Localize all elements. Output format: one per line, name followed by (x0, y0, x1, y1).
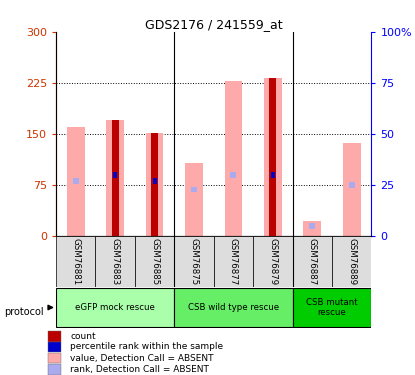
Text: GSM76879: GSM76879 (269, 238, 277, 285)
Bar (270, 172, 276, 178)
Text: CSB wild type rescue: CSB wild type rescue (188, 303, 279, 312)
Bar (174, 236, 214, 287)
Text: GSM76889: GSM76889 (347, 238, 356, 285)
Bar (269, 78, 276, 236)
Text: GSM76883: GSM76883 (111, 238, 120, 285)
Text: CSB mutant
rescue: CSB mutant rescue (306, 298, 358, 317)
Text: count: count (70, 332, 96, 341)
Bar (112, 172, 118, 178)
Bar (135, 236, 174, 287)
Bar (309, 223, 315, 229)
Text: value, Detection Call = ABSENT: value, Detection Call = ABSENT (70, 354, 214, 363)
Bar (153, 178, 156, 184)
Bar (264, 78, 282, 236)
Text: protocol: protocol (4, 307, 44, 317)
Bar (112, 120, 119, 236)
Bar (191, 186, 197, 192)
Text: GSM76885: GSM76885 (150, 238, 159, 285)
Bar (214, 236, 253, 287)
Bar (48, 364, 61, 375)
Text: eGFP mock rescue: eGFP mock rescue (75, 303, 155, 312)
Text: rank, Detection Call = ABSENT: rank, Detection Call = ABSENT (70, 365, 209, 374)
Bar (293, 288, 371, 327)
Bar (174, 288, 293, 327)
Bar (56, 236, 95, 287)
Text: GSM76887: GSM76887 (308, 238, 317, 285)
Bar (253, 236, 293, 287)
Bar (48, 353, 61, 363)
Text: GSM76877: GSM76877 (229, 238, 238, 285)
Bar (95, 236, 135, 287)
Bar (225, 81, 242, 236)
Bar (185, 163, 203, 236)
Text: percentile rank within the sample: percentile rank within the sample (70, 342, 223, 351)
Bar (332, 236, 371, 287)
Bar (151, 133, 158, 236)
Bar (73, 178, 79, 184)
Bar (230, 172, 237, 178)
Bar (48, 332, 61, 342)
Title: GDS2176 / 241559_at: GDS2176 / 241559_at (145, 18, 283, 31)
Bar (106, 120, 124, 236)
Bar (151, 178, 158, 184)
Text: GSM76881: GSM76881 (71, 238, 80, 285)
Bar (56, 288, 174, 327)
Bar (48, 342, 61, 352)
Text: GSM76875: GSM76875 (190, 238, 198, 285)
Bar (293, 236, 332, 287)
Bar (67, 127, 85, 236)
Bar (271, 172, 275, 178)
Bar (349, 182, 355, 188)
Bar (303, 221, 321, 236)
Bar (113, 172, 117, 178)
Bar (146, 133, 164, 236)
Bar (343, 143, 361, 236)
